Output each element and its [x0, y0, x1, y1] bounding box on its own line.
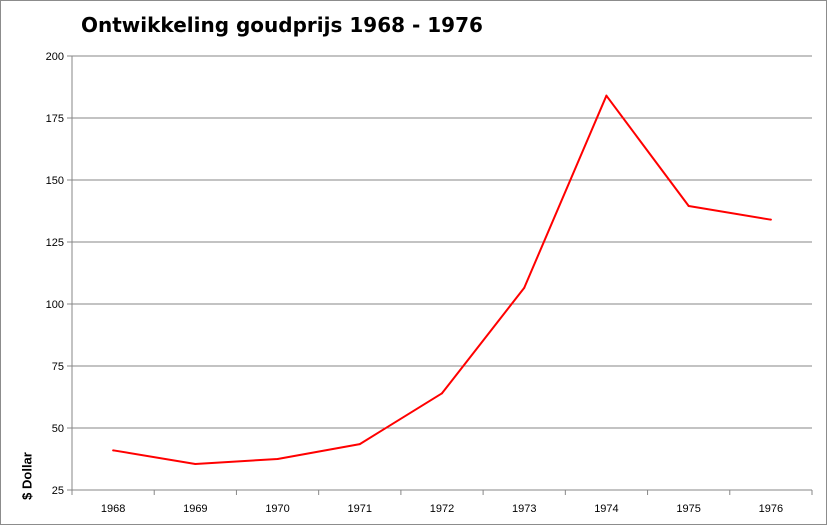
y-tick-label: 175: [46, 113, 64, 125]
x-tick-label: 1976: [759, 503, 783, 515]
x-tick-label: 1975: [676, 503, 700, 515]
x-tick-label: 1968: [101, 503, 125, 515]
y-tick-label: 150: [46, 175, 64, 187]
y-tick-label: 75: [52, 361, 64, 373]
chart-title: Ontwikkeling goudprijs 1968 - 1976: [81, 13, 483, 37]
data-point: [687, 205, 690, 208]
series-line: [112, 94, 772, 465]
x-tick-label: 1971: [348, 503, 372, 515]
data-point: [605, 94, 608, 97]
data-point: [276, 458, 279, 460]
y-tick-label: 100: [46, 299, 64, 311]
x-tick-label: 1974: [594, 503, 618, 515]
y-tick-label: 25: [52, 485, 64, 497]
x-tick-label: 1973: [512, 503, 536, 515]
x-tick-label: 1970: [265, 503, 289, 515]
data-point: [112, 449, 115, 452]
data-point: [523, 286, 526, 289]
y-tick-label: 200: [46, 51, 64, 63]
x-tick-label: 1969: [183, 503, 207, 515]
data-point: [358, 443, 361, 446]
data-point: [194, 462, 197, 465]
data-point: [441, 392, 443, 395]
data-point: [769, 218, 772, 221]
y-tick-label: 50: [52, 423, 64, 435]
x-tick-label: 1972: [430, 503, 454, 515]
y-tick-label: 125: [46, 237, 64, 249]
